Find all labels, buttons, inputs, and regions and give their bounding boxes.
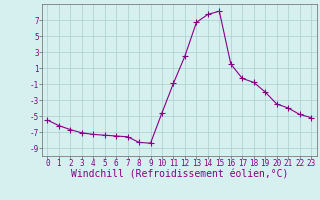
X-axis label: Windchill (Refroidissement éolien,°C): Windchill (Refroidissement éolien,°C) xyxy=(70,169,288,179)
